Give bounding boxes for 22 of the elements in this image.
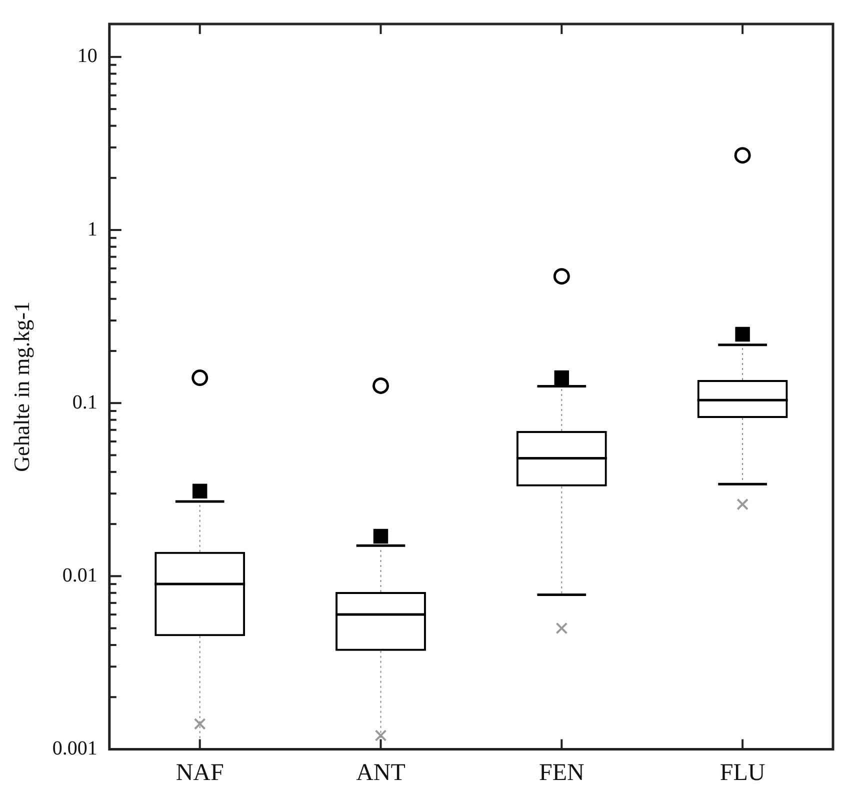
x-tick-label: FEN bbox=[538, 760, 584, 786]
point bbox=[554, 370, 570, 386]
y-axis-title: Gehalte in mg.kg-1 bbox=[8, 301, 34, 472]
point bbox=[736, 498, 748, 510]
point bbox=[192, 370, 208, 386]
point bbox=[373, 528, 388, 544]
x-tick-label: ANT bbox=[356, 760, 406, 786]
y-tick-label: 0.1 bbox=[72, 391, 98, 414]
y-tick-label: 1 bbox=[87, 218, 98, 240]
y-tick-label: 0.001 bbox=[52, 737, 98, 760]
point bbox=[372, 377, 389, 394]
point bbox=[734, 147, 751, 164]
point bbox=[735, 326, 750, 342]
point bbox=[553, 268, 570, 285]
point bbox=[194, 718, 206, 730]
y-tick-label: 0.01 bbox=[62, 564, 98, 586]
y-tick-label: 10 bbox=[77, 45, 98, 68]
x-tick-label: FLU bbox=[720, 760, 766, 786]
point bbox=[374, 730, 387, 742]
x-tick-label: NAF bbox=[176, 760, 224, 786]
point bbox=[192, 484, 208, 498]
point bbox=[556, 622, 568, 634]
